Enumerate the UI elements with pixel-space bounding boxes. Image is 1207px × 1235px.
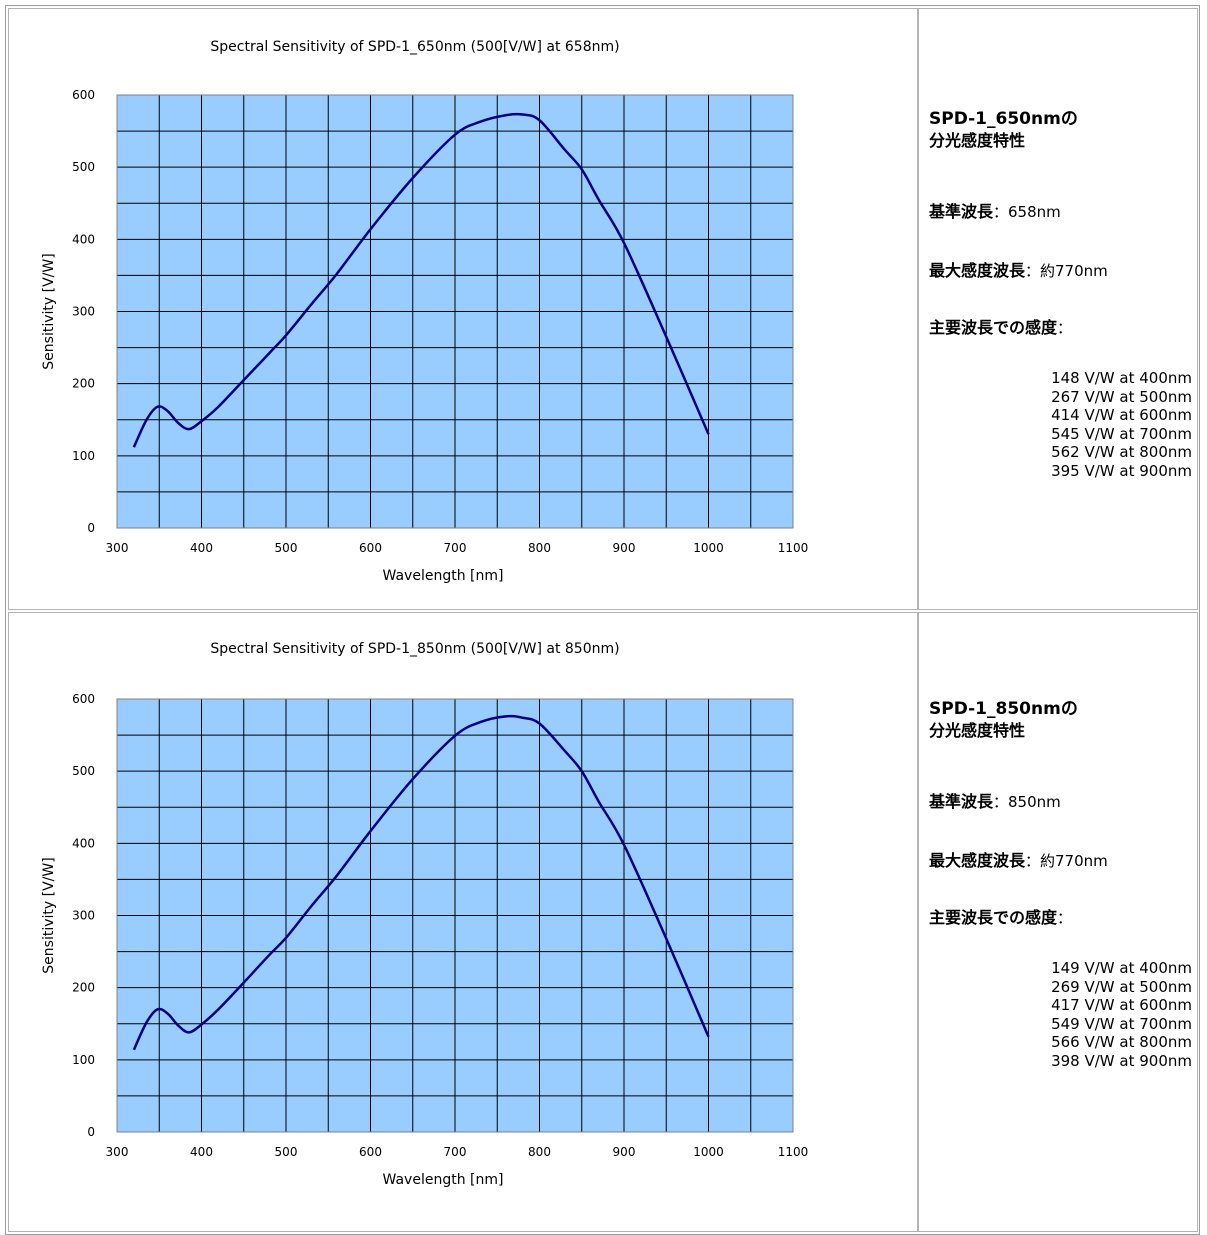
sensitivity-values: 149 V/W at 400nm 269 V/W at 500nm 417 V/… [1051,959,1192,1070]
reference-wavelength: 基準波長：658nm [929,198,1061,222]
y-tick-label: 100 [72,1053,95,1067]
info-cell-2: SPD-1_850nmの 分光感度特性 基準波長：850nm 最大感度波長：約7… [918,612,1198,1232]
main-label: 主要波長での感度 [929,908,1058,927]
value-line: 398 V/W at 900nm [1051,1051,1192,1070]
y-axis-label: Sensitivity [V/W] [41,857,57,973]
main-wavelengths: 主要波長での感度： [929,904,1072,928]
plot-border [116,94,794,529]
sensitivity-curve [132,714,710,1051]
info-subtitle: 分光感度特性 [929,721,1026,740]
main-colon: ： [1057,319,1073,337]
x-axis-label: Wavelength [nm] [383,1172,504,1188]
value-line: 269 V/W at 500nm [1051,977,1192,996]
x-tick-label: 400 [190,541,213,555]
y-tick-label: 300 [72,909,95,923]
y-tick-label: 400 [72,232,95,246]
info-title: SPD-1_650nmの [929,109,1078,129]
x-tick-label: 700 [444,1145,467,1159]
peak-value: ：約770nm [1025,852,1108,870]
y-tick-label: 200 [72,981,95,995]
ref-value: ：658nm [993,203,1061,221]
info-heading: SPD-1_850nmの 分光感度特性 [929,699,1078,741]
peak-label: 最大感度波長 [929,261,1026,280]
ref-label: 基準波長 [929,792,994,811]
value-line: 566 V/W at 800nm [1051,1033,1192,1051]
info-subtitle: 分光感度特性 [929,131,1026,150]
peak-wavelength: 最大感度波長：約770nm [929,257,1108,281]
x-tick-label: 800 [528,541,551,555]
x-tick-label: 1100 [778,541,809,555]
x-tick-label: 1000 [693,1145,724,1159]
y-tick-label: 400 [72,836,95,850]
x-tick-label: 600 [359,541,382,555]
x-tick-label: 700 [444,541,467,555]
y-tick-label: 200 [72,377,95,391]
x-tick-label: 1100 [778,1145,809,1159]
reference-wavelength: 基準波長：850nm [929,788,1061,812]
x-tick-label: 600 [359,1145,382,1159]
value-line: 545 V/W at 700nm [1051,424,1192,443]
sensitivity-curve [132,112,710,448]
value-line: 417 V/W at 600nm [1051,996,1192,1014]
y-tick-label: 600 [72,88,95,102]
plot-border [116,698,794,1133]
spectral-chart-650: Spectral Sensitivity of SPD-1_650nm (500… [41,39,809,584]
chart-cell-1: Spectral Sensitivity of SPD-1_650nm (500… [8,8,918,610]
y-tick-label: 500 [72,764,95,778]
value-line: 395 V/W at 900nm [1051,461,1192,480]
ref-value: ：850nm [993,793,1061,811]
ref-label: 基準波長 [929,202,994,221]
x-tick-label: 300 [106,541,129,555]
peak-wavelength: 最大感度波長：約770nm [929,847,1108,871]
x-tick-label: 900 [613,1145,636,1159]
peak-label: 最大感度波長 [929,851,1026,870]
info-cell-1: SPD-1_650nmの 分光感度特性 基準波長：658nm 最大感度波長：約7… [918,8,1198,610]
x-tick-label: 900 [613,541,636,555]
info-title: SPD-1_850nmの [929,699,1078,719]
chart-title: Spectral Sensitivity of SPD-1_650nm (500… [210,39,619,55]
main-colon: ： [1057,909,1073,927]
y-tick-label: 0 [87,1125,95,1139]
x-axis-label: Wavelength [nm] [383,568,504,584]
y-tick-label: 500 [72,160,95,174]
info-heading: SPD-1_650nmの 分光感度特性 [929,109,1078,151]
x-tick-label: 300 [106,1145,129,1159]
y-tick-label: 600 [72,692,95,706]
chart-cell-2: Spectral Sensitivity of SPD-1_850nm (500… [8,612,918,1232]
x-tick-label: 800 [528,1145,551,1159]
value-line: 149 V/W at 400nm [1051,959,1192,977]
x-tick-label: 1000 [693,541,724,555]
value-line: 562 V/W at 800nm [1051,443,1192,461]
spectral-chart-850: Spectral Sensitivity of SPD-1_850nm (500… [41,641,809,1188]
value-line: 148 V/W at 400nm [1051,369,1192,387]
x-tick-label: 500 [275,541,298,555]
y-tick-label: 0 [87,521,95,535]
main-label: 主要波長での感度 [929,318,1058,337]
x-tick-label: 500 [275,1145,298,1159]
value-line: 549 V/W at 700nm [1051,1014,1192,1033]
value-line: 414 V/W at 600nm [1051,406,1192,424]
main-wavelengths: 主要波長での感度： [929,314,1072,338]
peak-value: ：約770nm [1025,262,1108,280]
y-axis-label: Sensitivity [V/W] [41,253,57,369]
chart-title: Spectral Sensitivity of SPD-1_850nm (500… [210,641,619,657]
sensitivity-values: 148 V/W at 400nm 267 V/W at 500nm 414 V/… [1051,369,1192,480]
x-tick-label: 400 [190,1145,213,1159]
value-line: 267 V/W at 500nm [1051,387,1192,406]
y-tick-label: 300 [72,305,95,319]
y-tick-label: 100 [72,449,95,463]
